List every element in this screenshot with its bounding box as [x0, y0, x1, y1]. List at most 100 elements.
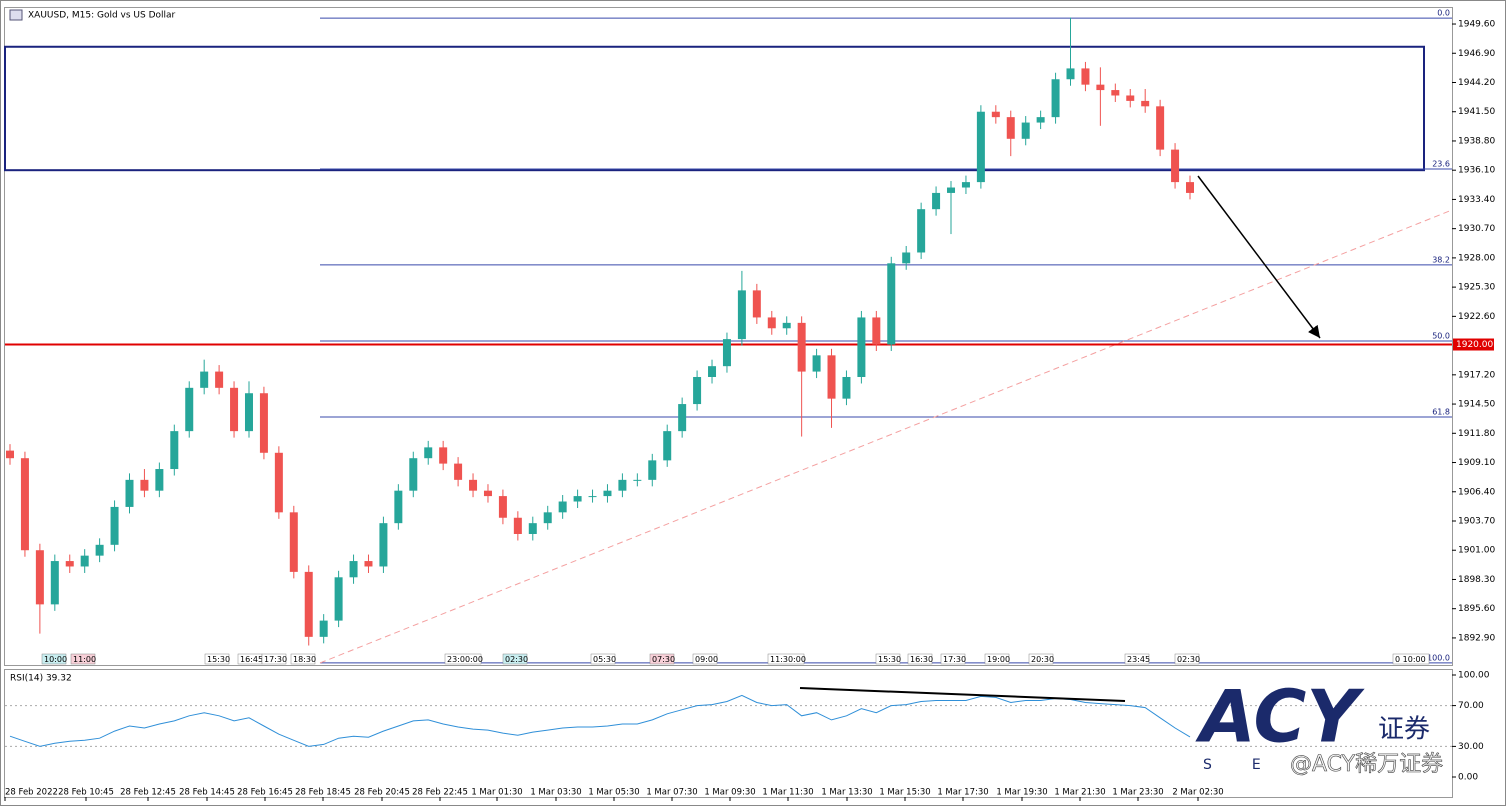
candle-body	[215, 371, 224, 388]
x-tick-label: 1 Mar 07:30	[646, 788, 697, 798]
candle-body	[379, 523, 388, 567]
candle-body	[1111, 90, 1120, 96]
x-tick-label: 28 Feb 12:45	[120, 788, 176, 798]
session-label: 02:30	[505, 655, 528, 664]
session-tag	[261, 653, 287, 665]
candle-body	[125, 479, 134, 507]
candle-body	[767, 317, 776, 329]
x-tick-label: 28 Feb 16:45	[237, 788, 293, 798]
fib-label: 38.2	[1432, 255, 1450, 264]
candle-body	[304, 571, 313, 637]
session-tag	[1028, 653, 1054, 665]
y-tick-label: 1917.20	[1458, 370, 1495, 380]
candle-body	[439, 447, 448, 464]
y-tick-label: 1944.20	[1458, 78, 1495, 88]
candle-body	[1141, 100, 1150, 107]
candle-body	[976, 111, 985, 183]
x-tick-label: 28 Feb 20:45	[354, 788, 410, 798]
rsi-line	[9, 694, 1191, 747]
logo-cn: 证券	[1378, 715, 1430, 745]
candle-body	[185, 387, 194, 432]
candle-body	[752, 290, 761, 318]
y-tick-label: 1930.70	[1458, 224, 1495, 234]
candle-body	[170, 431, 179, 470]
fib-label: 61.8	[1432, 407, 1450, 416]
candle-body	[483, 490, 492, 497]
session-label: 19:00	[987, 655, 1010, 664]
candle-body	[1051, 79, 1060, 118]
x-tick-label: 1 Mar 11:30	[762, 788, 813, 798]
candle-body	[1126, 95, 1135, 101]
y-tick-label: 1914.50	[1458, 400, 1495, 410]
session-label: 23:45	[1127, 655, 1150, 664]
candle-body	[573, 496, 582, 502]
candle-body	[947, 187, 956, 193]
candle-body	[319, 620, 328, 637]
candle-body	[902, 252, 911, 264]
x-tick-label: 1 Mar 19:30	[996, 788, 1047, 798]
candle-body	[812, 355, 821, 372]
y-tick-label: 100.00	[1458, 671, 1490, 681]
y-tick-label: 1892.90	[1458, 633, 1495, 643]
y-tick-label: 1901.00	[1458, 546, 1495, 556]
candle-body	[663, 431, 672, 461]
session-label: 10:00	[44, 655, 67, 664]
x-tick-label: 1 Mar 03:30	[530, 788, 581, 798]
candle-body	[65, 561, 74, 567]
candle-body	[50, 561, 59, 605]
y-tick-label: 1928.00	[1458, 253, 1495, 263]
x-tick-label: 1 Mar 23:30	[1112, 788, 1163, 798]
candle-body	[200, 371, 209, 388]
x-tick-label: 1 Mar 09:30	[704, 788, 755, 798]
y-tick-label: 1949.60	[1458, 20, 1495, 30]
session-tag	[502, 653, 528, 665]
y-tick-label: 1911.80	[1458, 429, 1495, 439]
session-label: 15:30	[878, 655, 901, 664]
candle-body	[932, 192, 941, 210]
candle-body	[633, 479, 642, 481]
x-tick-label: 28 Feb 10:45	[58, 788, 114, 798]
candle-body	[782, 322, 791, 329]
candle-body	[274, 452, 283, 513]
level-tag	[1453, 338, 1494, 351]
y-tick-label: 1895.60	[1458, 604, 1495, 614]
candle-body	[1066, 68, 1075, 80]
session-label: 15:30	[207, 655, 230, 664]
chart-title: XAUUSD, M15: Gold vs US Dollar	[28, 11, 176, 21]
candle-body	[1081, 68, 1090, 85]
x-tick-label: 1 Mar 13:30	[821, 788, 872, 798]
trend-line	[319, 209, 1453, 664]
candle-body	[20, 458, 29, 551]
candle-body	[498, 496, 507, 518]
logo-brand: ACY	[1195, 675, 1365, 759]
candle-body	[887, 263, 896, 345]
y-tick-label: 1938.80	[1458, 136, 1495, 146]
candle-body	[827, 355, 836, 399]
candle-body	[961, 182, 970, 188]
candle-body	[35, 550, 44, 605]
session-label: 11:30:00	[770, 655, 806, 664]
session-label: 09:00	[695, 655, 718, 664]
candle-body	[289, 512, 298, 572]
candle-body	[349, 561, 358, 578]
session-tag	[41, 653, 67, 665]
y-tick-label: 1941.50	[1458, 107, 1495, 117]
session-label: 16:30	[910, 655, 933, 664]
candle-body	[1021, 122, 1030, 139]
divergence-line	[799, 687, 1126, 702]
candle-body	[1156, 106, 1165, 150]
session-tag	[649, 653, 675, 665]
session-tag	[984, 653, 1010, 665]
candle-body	[872, 317, 881, 345]
candle-body	[857, 317, 866, 377]
y-tick-label: 1946.90	[1458, 49, 1495, 59]
candle-body	[648, 460, 657, 480]
candle-body	[454, 463, 463, 480]
y-tick-label: 1925.30	[1458, 283, 1495, 293]
session-label: 20:30	[1031, 655, 1054, 664]
x-tick-label: 28 Feb 18:45	[295, 788, 351, 798]
watermark: @ACY稀万证券	[1290, 752, 1443, 777]
main-pane	[4, 7, 1453, 666]
session-tag	[1174, 653, 1200, 665]
